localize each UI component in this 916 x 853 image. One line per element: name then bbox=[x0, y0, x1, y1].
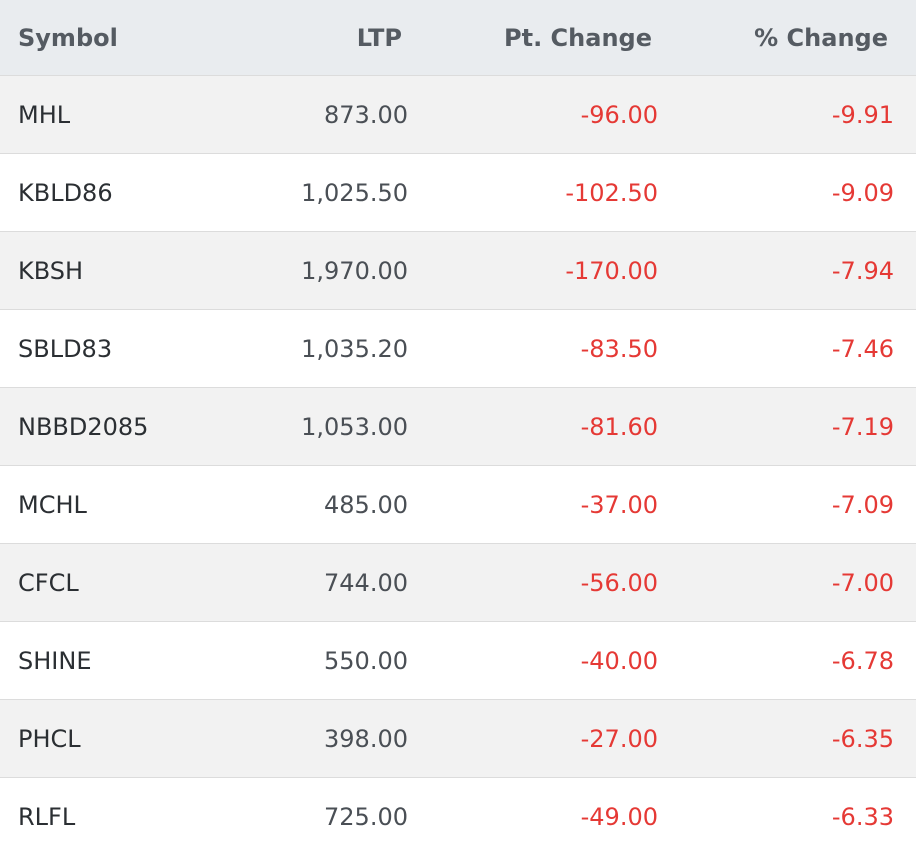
pct-change-cell: -6.33 bbox=[831, 802, 894, 831]
table-row[interactable]: PHCL 398.00 -27.00 -6.35 bbox=[0, 700, 916, 778]
ltp-cell: 1,053.00 bbox=[301, 412, 408, 441]
table-row[interactable]: NBBD2085 1,053.00 -81.60 -7.19 bbox=[0, 388, 916, 466]
ltp-cell: 398.00 bbox=[324, 724, 408, 753]
ltp-cell: 873.00 bbox=[324, 100, 408, 129]
symbol-cell[interactable]: MCHL bbox=[18, 490, 87, 519]
symbol-cell[interactable]: KBLD86 bbox=[18, 178, 113, 207]
pt-change-cell: -40.00 bbox=[580, 646, 658, 675]
table-row[interactable]: MHL 873.00 -96.00 -9.91 bbox=[0, 76, 916, 154]
ltp-cell: 1,035.20 bbox=[301, 334, 408, 363]
ltp-cell: 725.00 bbox=[324, 802, 408, 831]
pct-change-cell: -9.91 bbox=[831, 100, 894, 129]
table-row[interactable]: SBLD83 1,035.20 -83.50 -7.46 bbox=[0, 310, 916, 388]
table-row[interactable]: SHINE 550.00 -40.00 -6.78 bbox=[0, 622, 916, 700]
pct-change-cell: -6.35 bbox=[831, 724, 894, 753]
symbol-cell[interactable]: NBBD2085 bbox=[18, 412, 149, 441]
symbol-cell[interactable]: SBLD83 bbox=[18, 334, 113, 363]
table-row[interactable]: KBLD86 1,025.50 -102.50 -9.09 bbox=[0, 154, 916, 232]
table-header: Symbol LTP Pt. Change % Change bbox=[0, 0, 916, 76]
table-row[interactable]: RLFL 725.00 -49.00 -6.33 bbox=[0, 778, 916, 853]
ltp-cell: 550.00 bbox=[324, 646, 408, 675]
table-row[interactable]: KBSH 1,970.00 -170.00 -7.94 bbox=[0, 232, 916, 310]
pct-change-cell: -7.46 bbox=[831, 334, 894, 363]
table-row[interactable]: MCHL 485.00 -37.00 -7.09 bbox=[0, 466, 916, 544]
pt-change-cell: -96.00 bbox=[580, 100, 658, 129]
header-pct-change[interactable]: % Change bbox=[754, 23, 888, 52]
symbol-cell[interactable]: PHCL bbox=[18, 724, 81, 753]
ltp-cell: 1,970.00 bbox=[301, 256, 408, 285]
symbol-cell[interactable]: CFCL bbox=[18, 568, 79, 597]
header-symbol[interactable]: Symbol bbox=[18, 23, 118, 52]
pt-change-cell: -49.00 bbox=[580, 802, 658, 831]
pt-change-cell: -81.60 bbox=[580, 412, 658, 441]
header-pt-change[interactable]: Pt. Change bbox=[504, 23, 652, 52]
symbol-cell[interactable]: MHL bbox=[18, 100, 71, 129]
pt-change-cell: -37.00 bbox=[580, 490, 658, 519]
symbol-cell[interactable]: KBSH bbox=[18, 256, 84, 285]
ltp-cell: 485.00 bbox=[324, 490, 408, 519]
pct-change-cell: -7.09 bbox=[831, 490, 894, 519]
pct-change-cell: -9.09 bbox=[831, 178, 894, 207]
pt-change-cell: -170.00 bbox=[565, 256, 658, 285]
pct-change-cell: -7.19 bbox=[831, 412, 894, 441]
symbol-cell[interactable]: RLFL bbox=[18, 802, 76, 831]
symbol-cell[interactable]: SHINE bbox=[18, 646, 92, 675]
header-ltp[interactable]: LTP bbox=[356, 23, 402, 52]
pt-change-cell: -102.50 bbox=[565, 178, 658, 207]
pct-change-cell: -7.00 bbox=[831, 568, 894, 597]
pt-change-cell: -56.00 bbox=[580, 568, 658, 597]
table-row[interactable]: CFCL 744.00 -56.00 -7.00 bbox=[0, 544, 916, 622]
pct-change-cell: -7.94 bbox=[831, 256, 894, 285]
pt-change-cell: -27.00 bbox=[580, 724, 658, 753]
pct-change-cell: -6.78 bbox=[831, 646, 894, 675]
ltp-cell: 1,025.50 bbox=[301, 178, 408, 207]
pt-change-cell: -83.50 bbox=[580, 334, 658, 363]
ltp-cell: 744.00 bbox=[324, 568, 408, 597]
